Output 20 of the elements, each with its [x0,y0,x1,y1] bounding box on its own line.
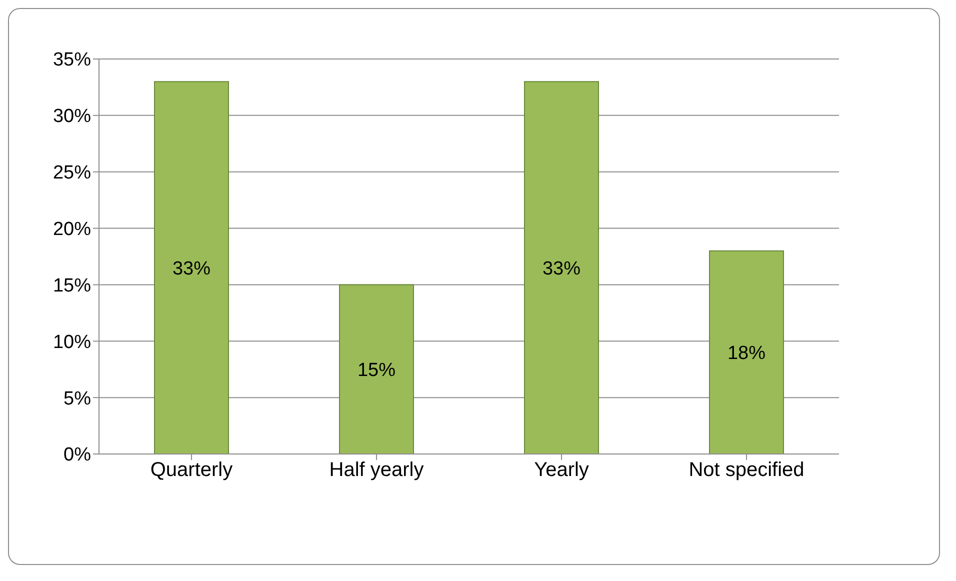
x-tick-label: Yearly [534,459,589,482]
bar [524,81,599,454]
data-label: 33% [542,258,581,280]
x-tick-label: Not specified [688,459,804,482]
y-tick-label: 35% [52,50,92,71]
x-tick-label: Half yearly [329,459,424,482]
bar [709,250,784,454]
y-tick-label: 25% [52,162,92,184]
bar [339,284,414,454]
y-tick-label: 15% [52,275,92,296]
data-label: 18% [727,343,766,364]
data-label: 15% [357,360,396,382]
bar [154,81,229,454]
y-tick-label: 5% [64,388,92,410]
y-tick-label: 30% [52,106,92,128]
y-tick-label: 20% [52,219,92,240]
data-label: 33% [172,258,211,280]
y-tick-label: 0% [64,444,92,466]
y-tick-label: 10% [52,332,92,353]
x-tick-label: Quarterly [150,459,233,482]
